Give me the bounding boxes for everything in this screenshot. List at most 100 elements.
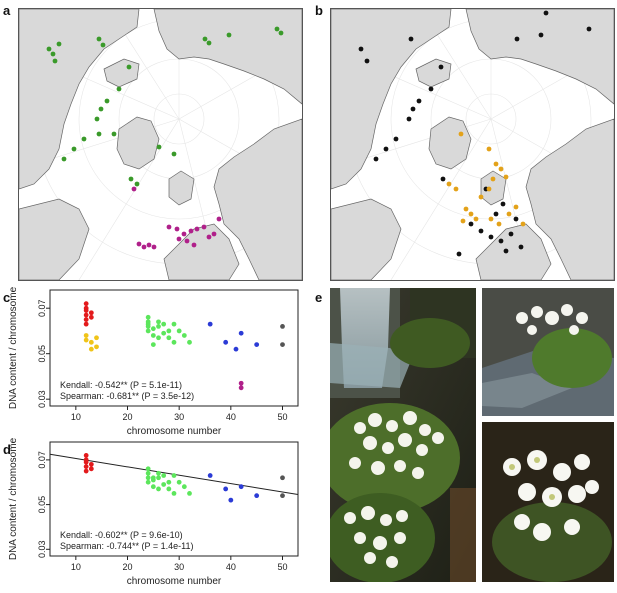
photo-flowers-rock-svg [482,288,614,416]
data-point [150,326,156,332]
data-point [238,385,244,391]
x-tick-label: 40 [226,412,236,422]
photo-waterfall-flowers [330,288,476,582]
data-point [161,330,167,336]
data-point [83,301,89,307]
correlation-annotation: Spearman: -0.744** (P = 1.4e-11) [60,541,194,551]
data-point [145,470,151,476]
x-tick-label: 10 [71,412,81,422]
plot-frame [49,289,299,407]
photo-flower-closeup [482,422,614,582]
data-point [161,473,167,478]
data-point [238,380,244,386]
data-point [156,470,161,476]
data-point [83,453,89,458]
data-point [223,486,229,492]
x-tick-label: 10 [71,562,81,572]
correlation-annotation: Kendall: -0.602** (P = 9.6e-10) [60,530,183,540]
data-point [187,491,192,496]
map-land [19,9,302,280]
data-point [88,314,94,320]
data-point [171,339,177,345]
data-point [181,484,187,490]
panel-letter-c: c [3,290,11,305]
map-a-svg [19,9,302,280]
data-point [156,335,161,341]
data-point [176,328,182,334]
x-tick-label: 40 [226,562,236,572]
panel-letter-e: e [315,290,323,305]
x-tick-label: 50 [277,412,287,422]
data-point [145,314,151,320]
data-point [145,475,151,481]
data-point [88,466,94,472]
data-point [145,479,151,485]
data-point [238,484,244,490]
y-tick-label: 0.03 [37,390,47,408]
map-land-b [331,9,614,280]
data-point [150,484,156,490]
data-point [145,321,151,327]
data-point [254,342,260,347]
photo-waterfall-svg [330,288,476,582]
data-point [233,346,239,352]
y-tick-label: 0.05 [37,496,47,514]
x-tick-label: 50 [277,562,287,572]
data-point [83,312,89,318]
data-point [223,339,229,345]
data-point [156,323,161,329]
data-point [88,310,94,316]
y-tick-label: 0.05 [37,345,47,363]
data-point [145,466,151,472]
x-tick-label: 20 [122,412,132,422]
data-point [171,473,177,478]
x-tick-label: 30 [174,562,184,572]
y-axis-label: DNA content / chromosome [8,438,19,560]
data-point [171,321,177,327]
data-point [88,346,94,352]
chart-c: 10 20 30 40 50 0.03 0.05 0.07 Kendall: -0.542** … [0,286,310,438]
y-axis-label: DNA content / chromosome [8,286,19,409]
data-point [150,475,156,481]
data-point [187,339,192,345]
data-point [83,317,89,322]
photo-flower-closeup-svg [482,422,614,582]
data-point [280,342,285,347]
data-point [207,473,213,478]
y-tick-label: 0.03 [37,541,47,559]
photo-flowers-rock [482,288,614,416]
data-point [156,475,161,481]
chart-d: 10 20 30 40 50 0.03 0.05 0.07 Kendall: -0.602** … [0,437,310,588]
chart-d-svg: 10 20 30 40 50 0.03 0.05 0.07 Kendall: -0.602** … [8,437,299,587]
data-point [83,305,89,311]
data-point [166,486,172,492]
data-point [150,342,156,347]
map-points-green [46,26,284,187]
data-point [166,328,172,334]
data-point [150,333,156,338]
data-point [166,335,172,341]
panel-letter-d: d [3,442,11,457]
panel-letter-a: a [3,3,11,18]
data-point [166,479,172,485]
data-point [145,328,151,334]
chart-c-svg: 10 20 30 40 50 0.03 0.05 0.07 Kendall: -0.542** … [8,286,299,437]
data-point [280,493,285,499]
data-point [156,319,161,325]
data-point [161,321,167,327]
map-points-magenta [131,186,222,250]
data-point [280,475,285,481]
data-point [83,321,89,327]
y-tick-label: 0.07 [37,299,47,317]
data-point [94,335,99,341]
data-point [156,486,161,492]
data-point [83,468,89,474]
data-point [176,479,182,485]
data-point [171,491,177,496]
data-point [238,330,244,336]
map-b [330,8,615,281]
x-tick-label: 20 [122,562,132,572]
data-point [94,344,99,350]
x-axis-label: chromosome number [127,426,222,437]
map-b-svg [331,9,614,280]
